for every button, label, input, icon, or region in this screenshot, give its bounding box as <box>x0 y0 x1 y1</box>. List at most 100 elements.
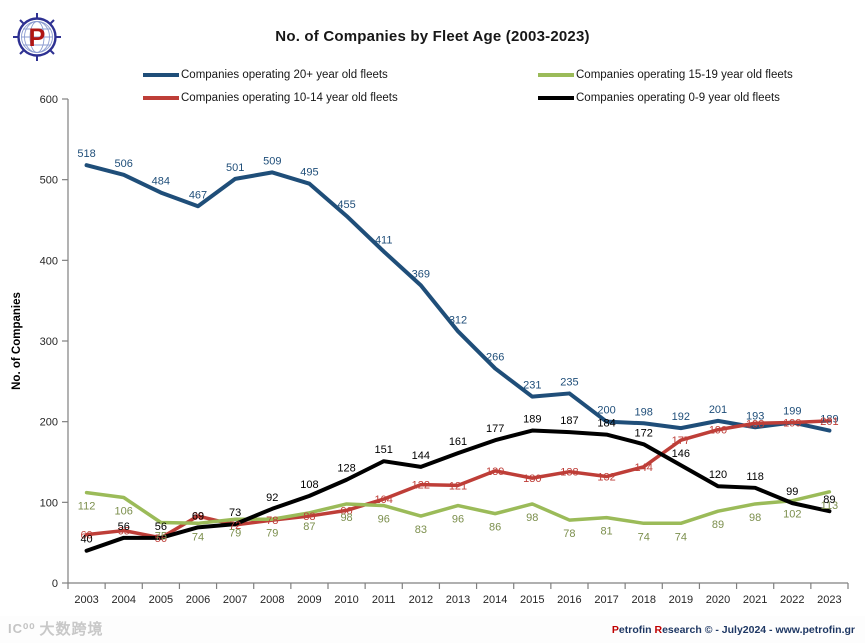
data-label-fleet-20plus: 235 <box>560 376 578 388</box>
data-label-fleet-10-14: 139 <box>486 466 504 478</box>
y-tick-label: 300 <box>40 336 58 348</box>
data-label-fleet-20plus: 467 <box>189 189 207 201</box>
data-label-fleet-20plus: 200 <box>597 405 615 417</box>
series-line-fleet-15-19 <box>84 490 832 526</box>
x-tick-label: 2020 <box>706 594 730 606</box>
y-tick-label: 600 <box>40 94 58 106</box>
data-label-fleet-10-14: 65 <box>118 526 130 538</box>
data-label-fleet-10-14: 199 <box>783 417 801 429</box>
data-label-fleet-10-14: 177 <box>672 435 690 447</box>
footer-brand-rest: etrofin <box>618 624 655 636</box>
data-label-fleet-20plus: 192 <box>672 411 690 423</box>
x-tick-label: 2022 <box>780 594 804 606</box>
data-label-fleet-15-19: 83 <box>415 524 427 536</box>
data-label-fleet-15-19: 102 <box>783 509 801 521</box>
data-label-fleet-20plus: 199 <box>783 405 801 417</box>
legend-label-fleet-0-9: Companies operating 0-9 year old fleets <box>576 91 780 104</box>
x-tick-label: 2014 <box>483 594 507 606</box>
series-line-fleet-20plus <box>84 163 832 433</box>
y-axis-title: No. of Companies <box>11 292 23 390</box>
data-label-fleet-20plus: 193 <box>746 410 764 422</box>
data-label-fleet-0-9: 189 <box>523 414 541 426</box>
data-label-fleet-15-19: 87 <box>303 521 315 533</box>
watermark: IC⁰⁰ 大数跨境 <box>8 618 103 639</box>
data-label-fleet-20plus: 201 <box>709 404 727 416</box>
footer-research-rest: esearch <box>662 624 705 636</box>
data-label-fleet-10-14: 121 <box>449 480 467 492</box>
data-label-fleet-15-19: 96 <box>452 514 464 526</box>
data-label-fleet-0-9: 161 <box>449 436 467 448</box>
data-label-fleet-0-9: 89 <box>823 494 835 506</box>
data-label-fleet-0-9: 146 <box>672 448 690 460</box>
data-label-fleet-10-14: 138 <box>560 467 578 479</box>
footer-suffix: © - July2024 - www.petrofin.gr <box>704 624 855 636</box>
data-label-fleet-20plus: 266 <box>486 351 504 363</box>
data-label-fleet-10-14: 132 <box>597 472 615 484</box>
x-tick-label: 2004 <box>111 594 135 606</box>
data-label-fleet-0-9: 120 <box>709 469 727 481</box>
y-tick-label: 0 <box>52 578 58 590</box>
data-label-fleet-10-14: 104 <box>375 494 393 506</box>
data-label-fleet-15-19: 86 <box>489 522 501 534</box>
legend-column-1: Companies operating 20+ year old fleets C… <box>143 63 398 109</box>
data-label-fleet-0-9: 187 <box>560 415 578 427</box>
data-label-fleet-15-19: 112 <box>78 501 96 513</box>
data-label-fleet-15-19: 81 <box>600 526 612 538</box>
legend-item-fleet-10-14: Companies operating 10-14 year old fleet… <box>143 86 398 109</box>
data-label-fleet-15-19: 74 <box>192 531 204 543</box>
data-label-fleet-20plus: 189 <box>820 414 838 426</box>
y-tick-label: 100 <box>40 497 58 509</box>
legend-label-fleet-10-14: Companies operating 10-14 year old fleet… <box>181 91 398 104</box>
x-tick-label: 2023 <box>817 594 841 606</box>
chart-title: No. of Companies by Fleet Age (2003-2023… <box>275 28 590 45</box>
data-label-fleet-10-14: 130 <box>523 473 541 485</box>
data-label-fleet-10-14: 83 <box>303 511 315 523</box>
legend-item-fleet-20plus: Companies operating 20+ year old fleets <box>143 63 398 86</box>
data-label-fleet-10-14: 60 <box>80 530 92 542</box>
data-label-fleet-20plus: 518 <box>77 148 95 160</box>
data-label-fleet-15-19: 79 <box>266 527 278 539</box>
x-tick-label: 2006 <box>186 594 210 606</box>
x-tick-label: 2012 <box>409 594 433 606</box>
footer-research-initial: R <box>654 624 663 636</box>
data-label-fleet-15-19: 89 <box>712 519 724 531</box>
data-label-fleet-0-9: 56 <box>155 521 167 533</box>
data-label-fleet-0-9: 99 <box>786 486 798 498</box>
watermark-logo-icon: IC⁰⁰ <box>8 620 36 636</box>
data-label-fleet-0-9: 40 <box>80 534 92 546</box>
x-tick-label: 2005 <box>149 594 173 606</box>
logo-letter: P <box>29 24 46 52</box>
data-label-fleet-0-9: 73 <box>229 507 241 519</box>
x-tick-label: 2017 <box>594 594 618 606</box>
data-label-fleet-10-14: 122 <box>412 480 430 492</box>
chart-legend: Companies operating 20+ year old fleets C… <box>0 63 865 109</box>
legend-swatch-fleet-0-9 <box>538 95 574 100</box>
data-label-fleet-10-14: 201 <box>820 416 838 428</box>
data-label-fleet-15-19: 106 <box>115 505 133 517</box>
x-tick-label: 2010 <box>334 594 358 606</box>
data-label-fleet-20plus: 455 <box>337 199 355 211</box>
data-label-fleet-20plus: 495 <box>300 167 318 179</box>
data-label-fleet-0-9: 128 <box>337 463 355 475</box>
data-label-fleet-10-14: 198 <box>746 418 764 430</box>
data-label-fleet-15-19: 74 <box>638 531 650 543</box>
data-label-fleet-0-9: 184 <box>597 418 615 430</box>
data-label-fleet-0-9: 92 <box>266 492 278 504</box>
data-label-fleet-15-19: 113 <box>821 500 839 512</box>
x-tick-label: 2008 <box>260 594 284 606</box>
series-line-fleet-10-14 <box>84 419 832 540</box>
data-label-fleet-10-14: 190 <box>709 425 727 437</box>
data-label-fleet-20plus: 231 <box>523 380 541 392</box>
legend-item-fleet-15-19: Companies operating 15-19 year old fleet… <box>538 63 793 86</box>
data-label-fleet-0-9: 144 <box>412 450 430 462</box>
data-label-fleet-0-9: 56 <box>118 521 130 533</box>
data-label-fleet-15-19: 98 <box>340 512 352 524</box>
footer-bar: IC⁰⁰ 大数跨境 Petrofin Research © - July2024… <box>0 616 865 643</box>
legend-column-2: Companies operating 15-19 year old fleet… <box>538 63 793 109</box>
data-label-fleet-15-19: 78 <box>563 528 575 540</box>
data-label-fleet-0-9: 177 <box>486 423 504 435</box>
legend-label-fleet-15-19: Companies operating 15-19 year old fleet… <box>576 68 793 81</box>
data-label-fleet-0-9: 108 <box>300 479 318 491</box>
